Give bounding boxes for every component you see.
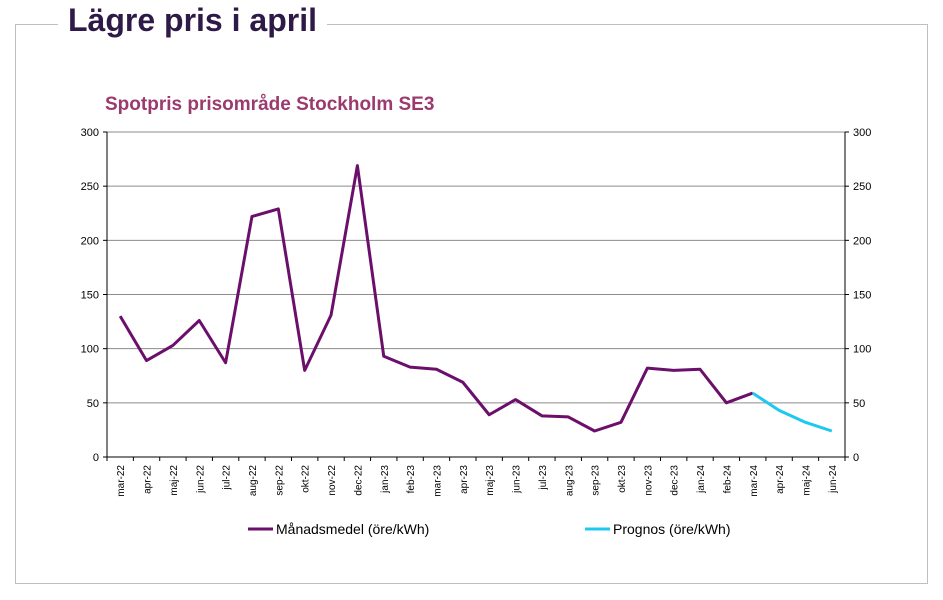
x-tick-label: jan-24 <box>696 465 707 494</box>
x-tick-label: dec-23 <box>670 465 681 496</box>
x-tick-label: okt-23 <box>617 465 628 493</box>
x-tick-label: apr-22 <box>143 465 154 494</box>
legend-label-0: Månadsmedel (öre/kWh) <box>276 521 429 537</box>
y2-tick-label: 50 <box>853 398 865 410</box>
y2-tick-label: 150 <box>853 290 871 302</box>
x-tick-label: nov-23 <box>643 465 654 496</box>
x-tick-label: aug-23 <box>564 465 575 497</box>
x-tick-label: nov-22 <box>327 465 338 496</box>
x-tick-label: sep-22 <box>274 465 285 496</box>
y-tick-label: 300 <box>81 127 99 139</box>
chart-title: Spotpris prisområde Stockholm SE3 <box>105 94 434 115</box>
x-tick-label: mar-22 <box>116 465 127 497</box>
chart-frame <box>15 24 928 584</box>
x-tick-label: apr-24 <box>775 465 786 494</box>
series-line-0 <box>118 164 754 433</box>
x-tick-label: jul-22 <box>222 465 233 491</box>
x-tick-label: jun-23 <box>512 465 523 494</box>
x-tick-label: maj-23 <box>485 465 496 496</box>
y2-tick-label: 0 <box>853 452 859 464</box>
x-tick-label: jan-23 <box>380 465 391 494</box>
x-tick-label: aug-22 <box>248 465 259 497</box>
y-tick-label: 150 <box>81 290 99 302</box>
x-tick-label: jun-24 <box>828 465 839 494</box>
x-tick-label: maj-22 <box>169 465 180 496</box>
x-tick-label: jul-23 <box>538 465 549 491</box>
x-tick-label: okt-22 <box>301 465 312 493</box>
y-tick-label: 100 <box>81 344 99 356</box>
x-tick-label: mar-23 <box>432 465 443 497</box>
y-tick-label: 0 <box>93 452 99 464</box>
y-tick-label: 200 <box>81 235 99 247</box>
x-tick-label: dec-22 <box>353 465 364 496</box>
y2-tick-label: 300 <box>853 127 871 139</box>
x-tick-label: jun-22 <box>195 465 206 494</box>
x-tick-label: feb-23 <box>406 465 417 494</box>
page-heading: Lägre pris i april <box>58 2 327 39</box>
series-line-1 <box>751 391 833 433</box>
y-tick-label: 250 <box>81 181 99 193</box>
x-tick-label: maj-24 <box>801 465 812 496</box>
y-tick-label: 50 <box>87 398 99 410</box>
legend-label-1: Prognos (öre/kWh) <box>613 521 730 537</box>
x-tick-label: sep-23 <box>591 465 602 496</box>
x-tick-label: apr-23 <box>459 465 470 494</box>
x-tick-label: feb-24 <box>722 465 733 494</box>
y2-tick-label: 200 <box>853 235 871 247</box>
y2-tick-label: 250 <box>853 181 871 193</box>
y2-tick-label: 100 <box>853 344 871 356</box>
x-tick-label: mar-24 <box>749 465 760 497</box>
